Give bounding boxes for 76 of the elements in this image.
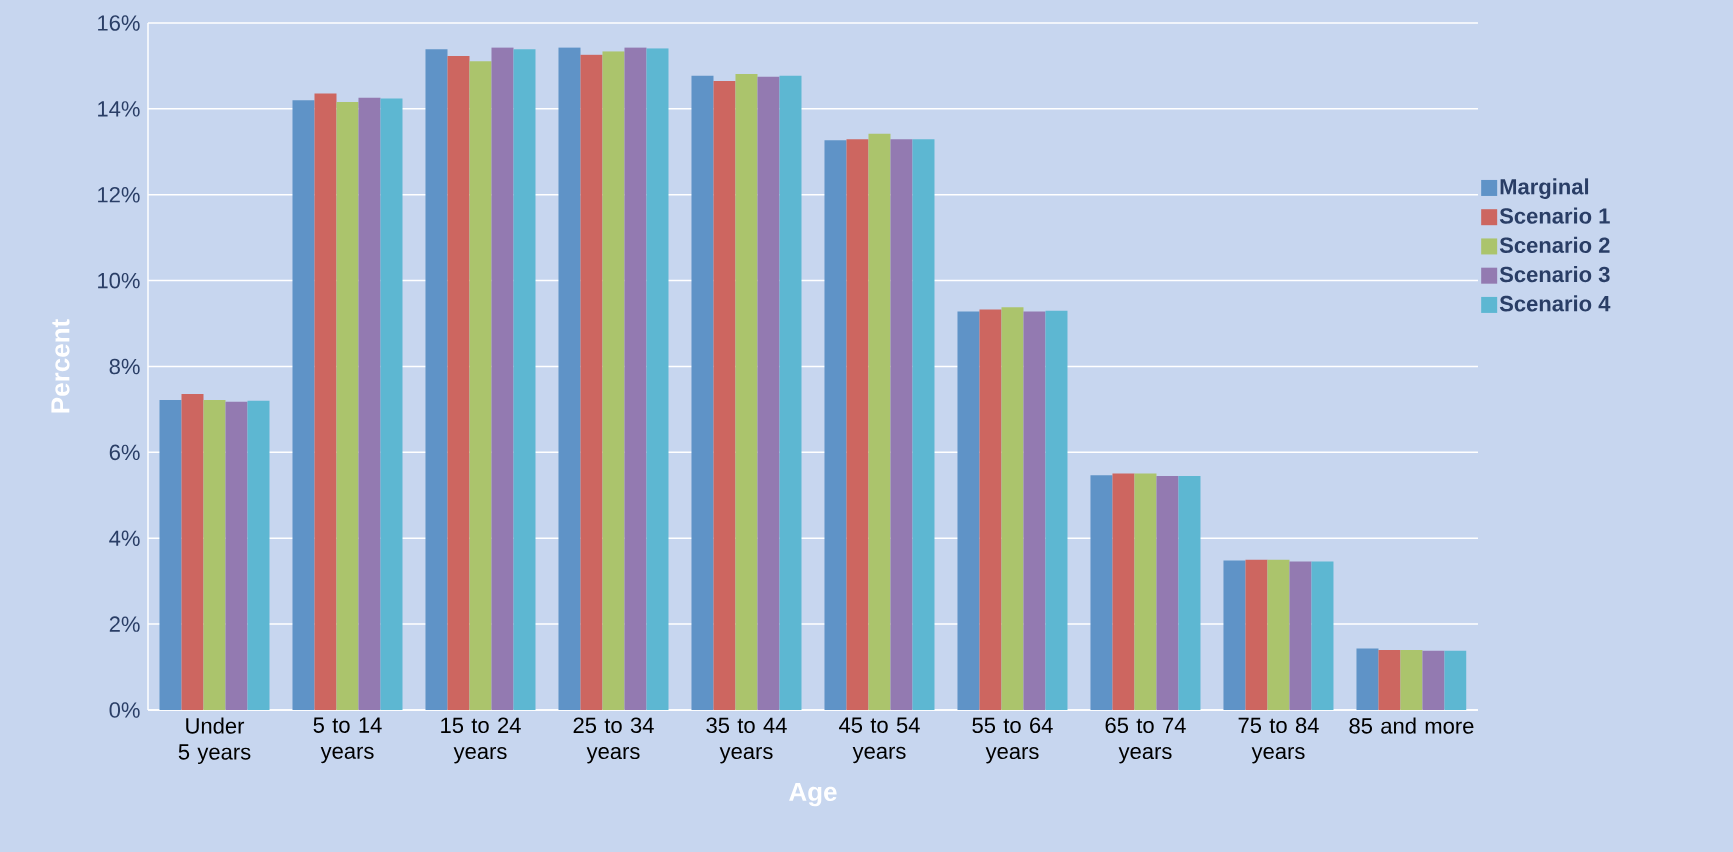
bar bbox=[203, 399, 226, 710]
bar bbox=[1400, 649, 1423, 710]
x-tick-label: Under 5 years bbox=[178, 717, 251, 765]
bar bbox=[225, 401, 248, 710]
bar bbox=[1289, 561, 1312, 710]
x-tick-label: 85 and more bbox=[1349, 717, 1474, 734]
bar bbox=[757, 76, 780, 710]
bar bbox=[602, 51, 625, 710]
bar bbox=[890, 139, 913, 710]
bar bbox=[979, 309, 1002, 710]
bar bbox=[513, 49, 536, 710]
x-tick-label: 55 to 64 years bbox=[972, 717, 1053, 764]
bar bbox=[691, 75, 714, 710]
y-tick-label: 16% bbox=[98, 15, 140, 31]
x-axis-title: Age bbox=[789, 782, 837, 807]
bar bbox=[1311, 561, 1334, 710]
bar bbox=[558, 47, 581, 710]
bar bbox=[1045, 310, 1068, 710]
bar bbox=[491, 47, 514, 710]
bar bbox=[735, 74, 758, 710]
bar bbox=[1245, 559, 1268, 710]
legend-label: Scenario 3 bbox=[1499, 266, 1610, 283]
y-tick-label: 10% bbox=[98, 272, 140, 289]
bar bbox=[713, 80, 736, 710]
bar bbox=[247, 400, 270, 710]
bar bbox=[1023, 311, 1046, 710]
x-tick-label: 75 to 84 years bbox=[1238, 717, 1319, 764]
bar bbox=[314, 93, 337, 710]
legend-label: Scenario 4 bbox=[1499, 295, 1611, 312]
bar bbox=[957, 311, 980, 710]
x-tick-label: 25 to 34 years bbox=[573, 717, 654, 764]
bar bbox=[1356, 648, 1379, 710]
bar bbox=[469, 61, 492, 710]
bar bbox=[846, 139, 869, 710]
bar bbox=[1223, 560, 1246, 710]
bar bbox=[380, 98, 403, 710]
bar bbox=[1001, 307, 1024, 710]
bar bbox=[292, 100, 315, 710]
bar bbox=[1178, 475, 1201, 710]
bar bbox=[358, 97, 381, 710]
x-tick-label: 45 to 54 years bbox=[839, 717, 920, 764]
x-tick-label: 15 to 24 years bbox=[441, 717, 521, 764]
bar bbox=[868, 133, 891, 710]
bar bbox=[1378, 649, 1401, 710]
bar bbox=[824, 140, 847, 710]
bar bbox=[425, 49, 448, 710]
bar bbox=[1134, 473, 1157, 710]
legend-label: Scenario 1 bbox=[1499, 207, 1610, 224]
bar bbox=[580, 54, 603, 710]
y-tick-label: 12% bbox=[98, 186, 140, 203]
legend-label: Scenario 2 bbox=[1499, 236, 1610, 253]
bar bbox=[1267, 559, 1290, 710]
bar bbox=[1090, 475, 1113, 710]
bar bbox=[336, 102, 359, 710]
bar bbox=[1444, 650, 1467, 710]
legend-label: Marginal bbox=[1500, 178, 1589, 199]
y-tick-label: 4% bbox=[109, 530, 140, 546]
bar bbox=[1156, 475, 1179, 710]
x-tick-label: 5 to 14 years bbox=[313, 717, 382, 764]
bar bbox=[1422, 650, 1445, 710]
x-tick-label: 65 to 74 years bbox=[1105, 717, 1186, 764]
y-tick-label: 2% bbox=[109, 616, 140, 632]
bar bbox=[912, 139, 935, 710]
x-tick-label: 35 to 44 years bbox=[706, 717, 787, 764]
y-tick-label: 14% bbox=[98, 101, 140, 117]
bar bbox=[779, 75, 802, 710]
y-tick-label: 6% bbox=[109, 444, 140, 461]
y-axis-title: Percent bbox=[51, 319, 70, 413]
bar bbox=[1112, 473, 1135, 710]
y-tick-label: 8% bbox=[109, 358, 140, 375]
y-tick-label: 0% bbox=[109, 702, 140, 718]
bar bbox=[447, 56, 470, 710]
bar bbox=[646, 48, 669, 710]
bar bbox=[181, 393, 204, 710]
bar bbox=[159, 399, 182, 710]
bar bbox=[624, 47, 647, 710]
